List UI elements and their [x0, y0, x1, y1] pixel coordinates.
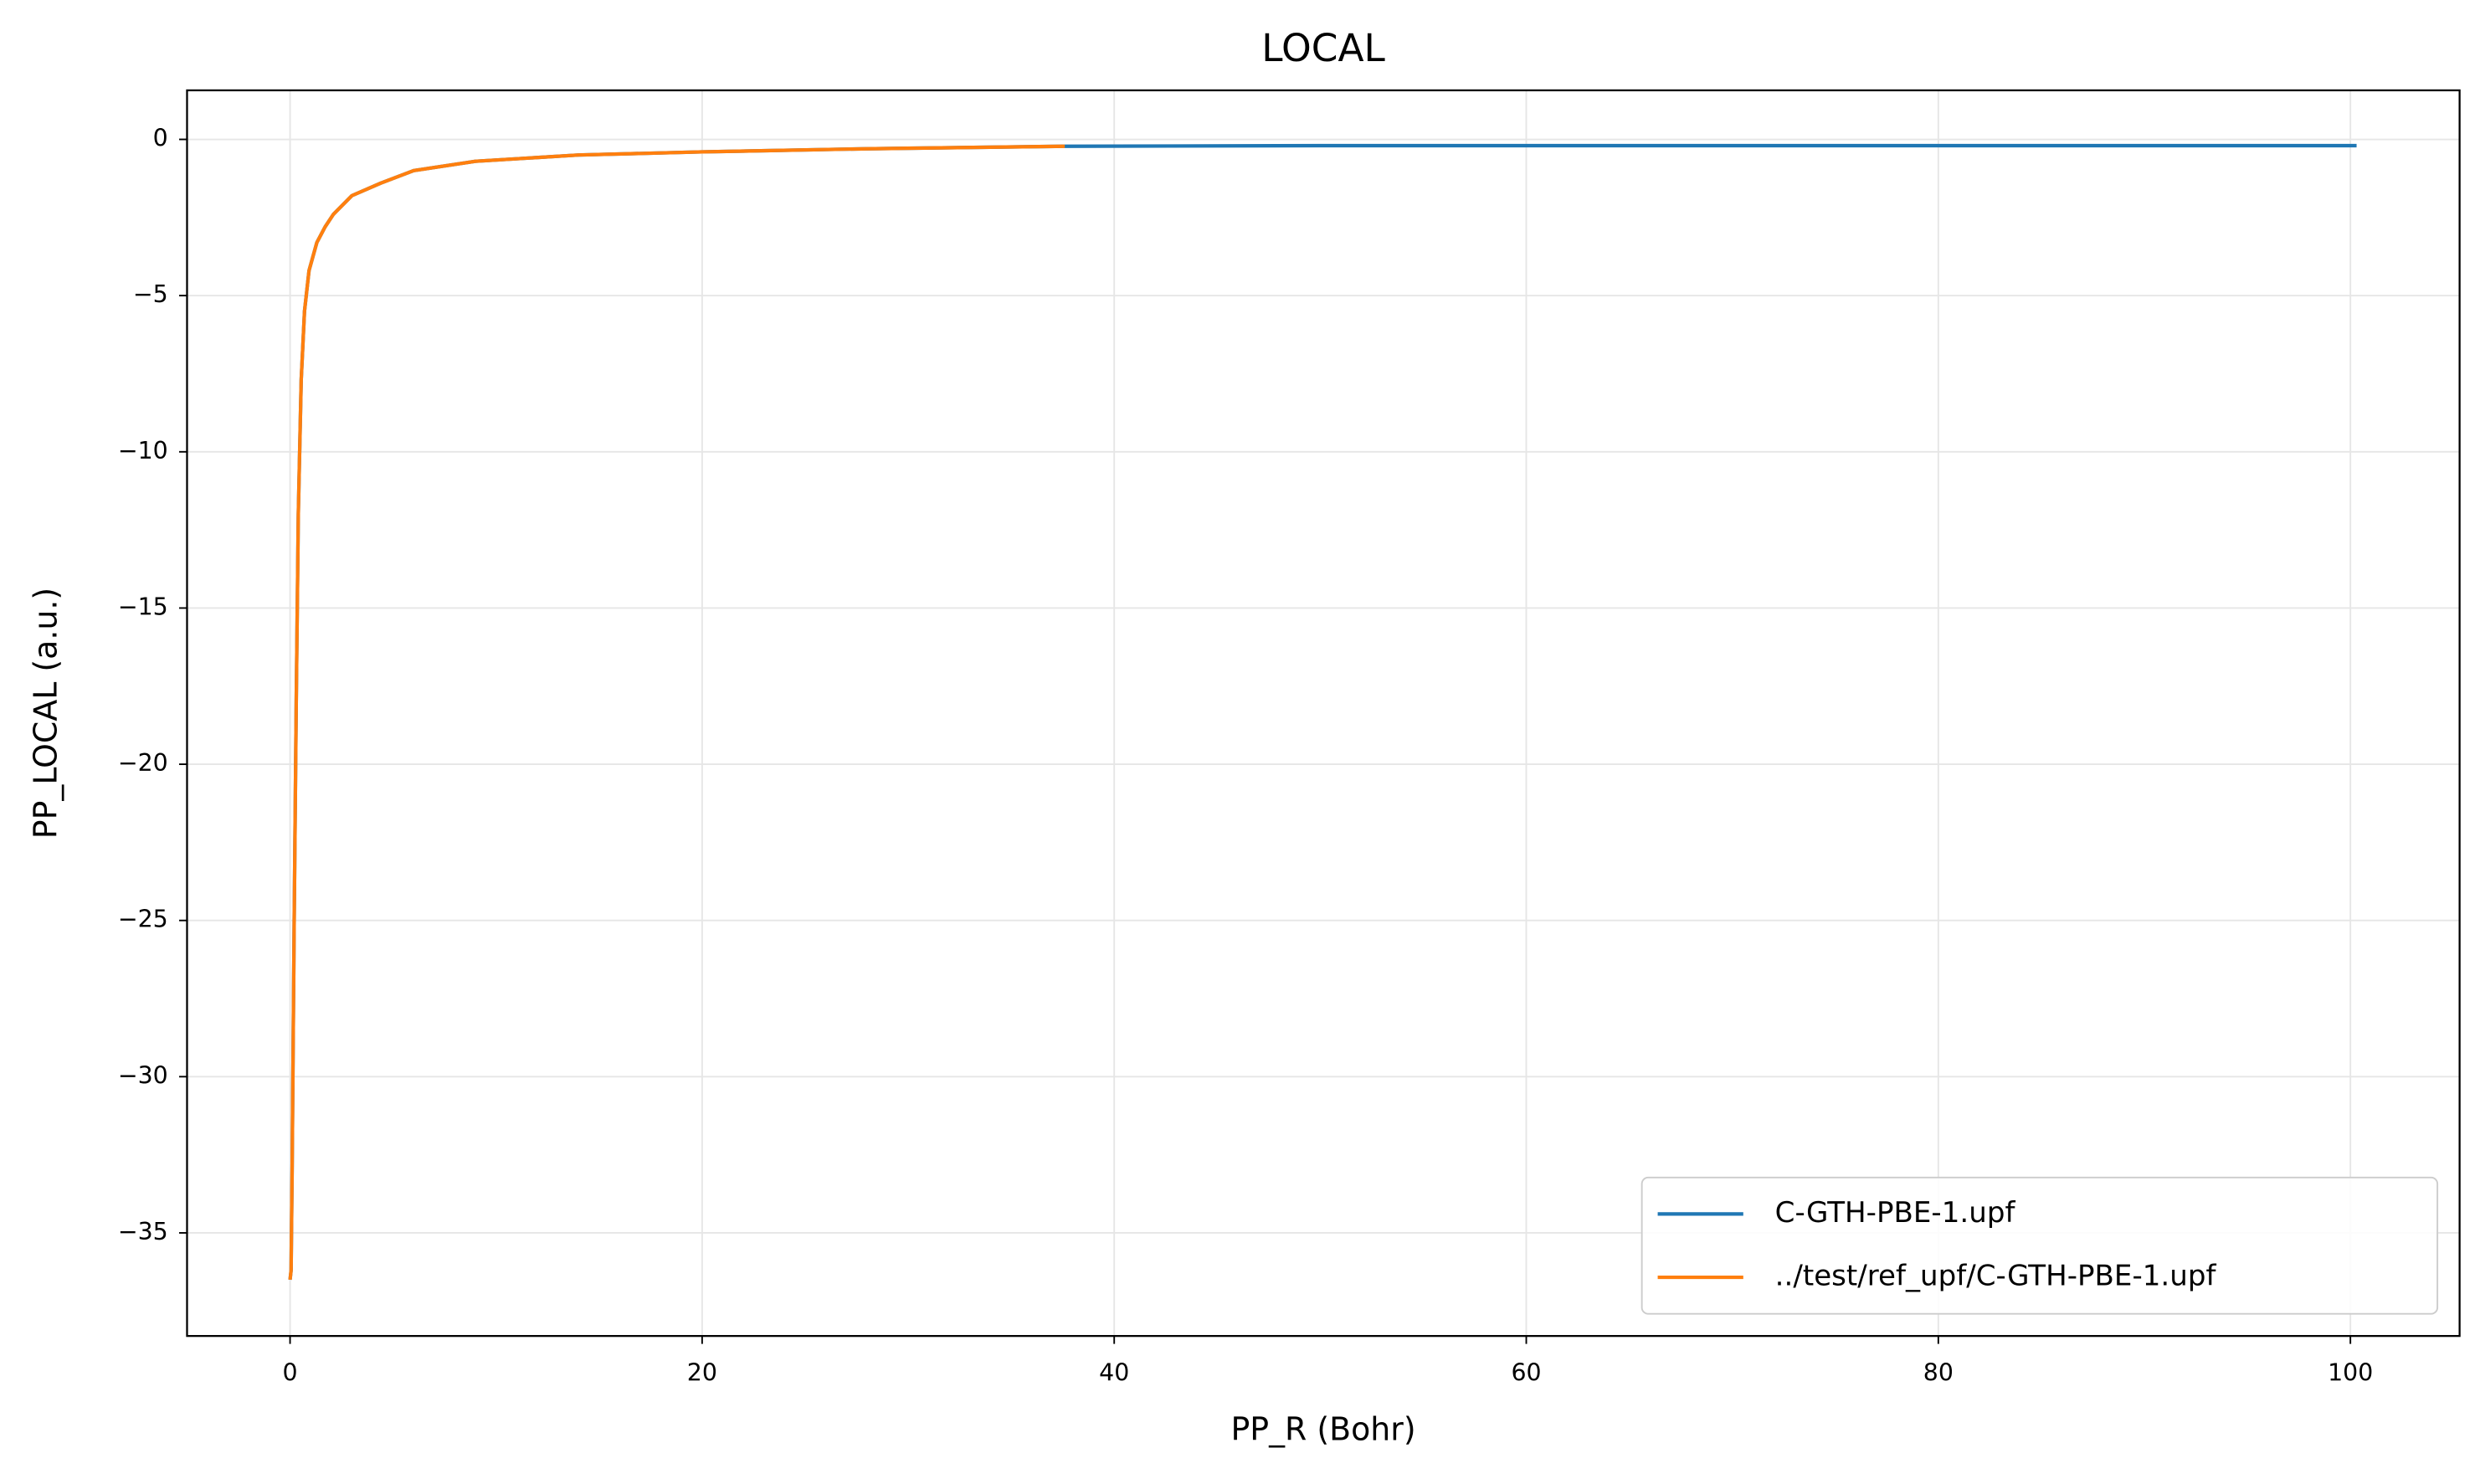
y-tick-label: −5 — [133, 280, 168, 308]
series-line — [288, 144, 1065, 1281]
y-axis-label: PP_LOCAL (a.u.) — [27, 588, 64, 839]
plot-frame — [186, 89, 2461, 1338]
legend-label: C-GTH-PBE-1.upf — [1775, 1196, 2016, 1230]
x-tick-label: 40 — [1099, 1359, 1129, 1387]
legend-label: ../test/ref_upf/C-GTH-PBE-1.upf — [1775, 1260, 2217, 1293]
y-tick-label: −10 — [118, 437, 168, 465]
y-tick-label: −35 — [118, 1218, 168, 1245]
y-tick-label: 0 — [153, 125, 168, 152]
x-tick-label: 0 — [283, 1359, 298, 1387]
series-line — [288, 143, 2357, 1281]
y-tick-label: −25 — [118, 906, 168, 933]
y-tick-label: −30 — [118, 1061, 168, 1089]
y-tick-label: −20 — [118, 749, 168, 777]
legend-box — [1640, 1176, 2439, 1315]
chart-title: LOCAL — [1261, 26, 1385, 70]
x-tick-label: 80 — [1923, 1359, 1954, 1387]
x-tick-label: 20 — [687, 1359, 717, 1387]
legend: C-GTH-PBE-1.upf ../test/ref_upf/C-GTH-PBE… — [1640, 1176, 2439, 1315]
x-axis-label: PP_R (Bohr) — [1230, 1410, 1415, 1447]
x-tick-label: 60 — [1511, 1359, 1541, 1387]
x-tick-label: 100 — [2328, 1359, 2373, 1387]
y-tick-label: −15 — [118, 593, 168, 620]
